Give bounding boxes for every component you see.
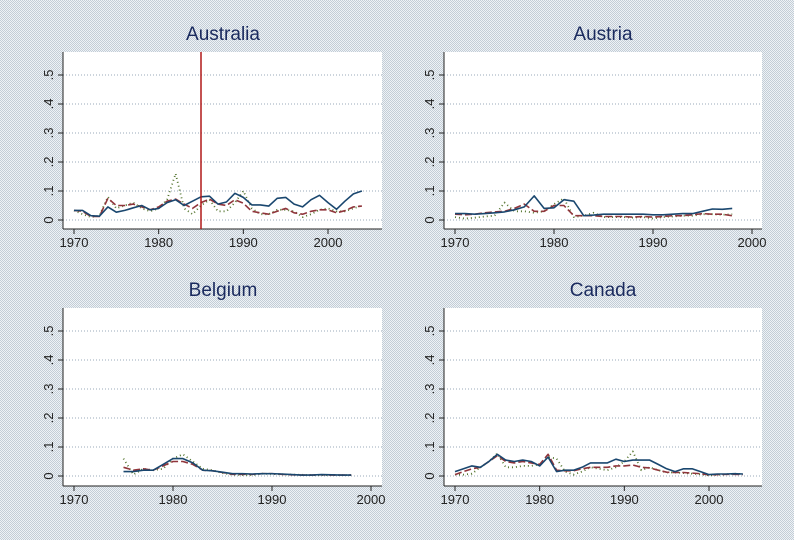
series-solid-line: [123, 457, 352, 476]
y-tick-label: .3: [41, 384, 56, 395]
y-tick-label: .4: [422, 355, 437, 366]
y-tick-label: .2: [41, 157, 56, 168]
y-tick-label: .3: [422, 128, 437, 139]
series-solid-line: [455, 195, 733, 217]
x-tick-label: 1970: [441, 492, 470, 507]
y-tick-label: 0: [422, 472, 437, 479]
x-tick-label: 1980: [144, 235, 173, 250]
y-tick-label: .3: [422, 384, 437, 395]
y-tick-label: .4: [422, 99, 437, 110]
y-tick-label: 0: [41, 216, 56, 223]
y-tick-label: .1: [422, 442, 437, 453]
series-solid-line: [454, 453, 743, 476]
y-tick-label: .4: [41, 99, 56, 110]
y-tick-label: 0: [41, 472, 56, 479]
series-solid-line: [74, 190, 363, 217]
x-tick-label: 1970: [60, 492, 89, 507]
panel-canada: Canada 0 .1 .2 .3 .4 .5 1970 1980 1990 2000: [422, 280, 762, 507]
y-tick-label: .1: [41, 186, 56, 197]
panel-title: Canada: [570, 280, 637, 301]
x-tick-label: 1980: [159, 492, 188, 507]
x-tick-label: 1990: [610, 492, 639, 507]
y-tick-label: .2: [41, 413, 56, 424]
x-tick-label: 2000: [357, 492, 386, 507]
y-tick-label: .1: [422, 186, 437, 197]
y-tick-label: 0: [422, 216, 437, 223]
plot-area: [63, 52, 382, 229]
series-dotted-line: [454, 197, 733, 220]
y-tick-label: .5: [41, 326, 56, 337]
plot-area: [444, 52, 762, 229]
x-tick-label: 1980: [540, 235, 569, 250]
panel-belgium: Belgium 0 .1 .2 .3 .4 .5 1970 1980 1990 2000: [41, 280, 385, 507]
panel-title: Australia: [186, 24, 260, 45]
x-tick-label: 2000: [695, 492, 724, 507]
y-tick-label: .1: [41, 442, 56, 453]
x-tick-label: 2000: [738, 235, 767, 250]
series-dotted-line: [73, 172, 363, 219]
panel-title: Austria: [573, 24, 633, 45]
x-tick-label: 1980: [525, 492, 554, 507]
series-dotted-line: [122, 453, 352, 477]
y-tick-label: .5: [422, 70, 437, 81]
panel-australia: Australia 0 .1 .2 .3 .4 .5 1970 1980 1990 2000: [41, 24, 382, 250]
series-dashed-line: [454, 453, 743, 476]
x-tick-label: 1970: [441, 235, 470, 250]
x-tick-label: 1990: [639, 235, 668, 250]
y-tick-label: .2: [422, 413, 437, 424]
series-dashed-line: [73, 197, 362, 218]
y-tick-label: .5: [41, 70, 56, 81]
series-dotted-line: [455, 450, 743, 477]
y-tick-label: .5: [422, 326, 437, 337]
y-tick-label: .2: [422, 157, 437, 168]
y-tick-label: .3: [41, 128, 56, 139]
x-tick-label: 1970: [60, 235, 89, 250]
panel-austria: Austria 0 .1 .2 .3 .4 .5 1970 1980 1990 2000: [422, 24, 766, 250]
panel-title: Belgium: [189, 280, 258, 301]
x-tick-label: 1990: [258, 492, 287, 507]
x-tick-label: 1990: [229, 235, 258, 250]
plot-area: [63, 308, 382, 486]
y-tick-label: .4: [41, 355, 56, 366]
x-tick-label: 2000: [314, 235, 343, 250]
